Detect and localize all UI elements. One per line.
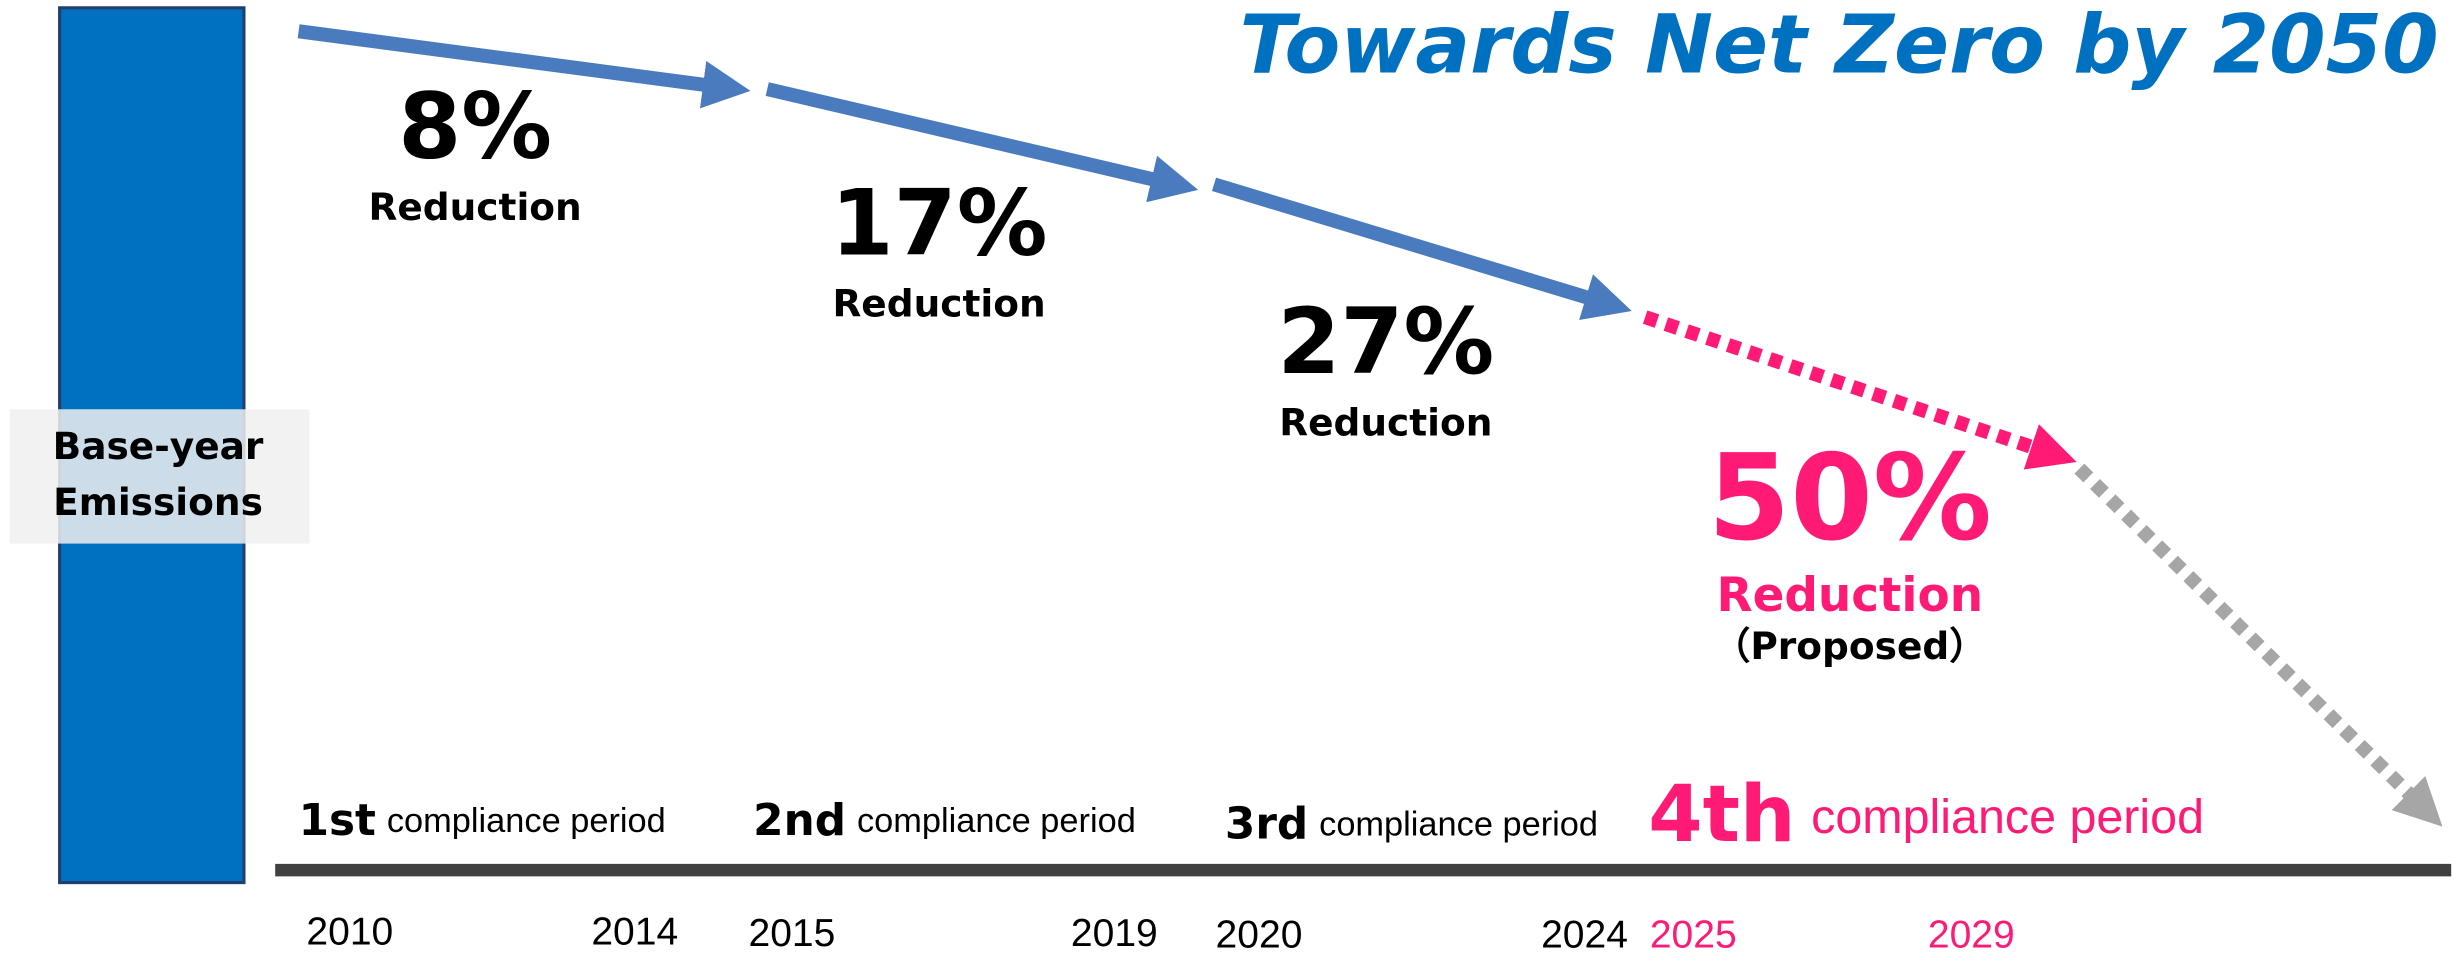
arrow bbox=[1211, 177, 1632, 321]
period-text: compliance period bbox=[857, 802, 1136, 840]
reduction-label: Reduction bbox=[369, 185, 582, 229]
year-end: 2029 bbox=[1928, 914, 2015, 956]
year-start: 2015 bbox=[749, 912, 836, 955]
period-ordinal: 2nd bbox=[753, 795, 846, 846]
period-text: compliance period bbox=[1319, 805, 1598, 843]
reduction-percent: 27% bbox=[1277, 290, 1494, 395]
reduction-label: Reduction bbox=[832, 282, 1045, 326]
reduction-percent: 8% bbox=[398, 75, 552, 180]
title: Towards Net Zero by 2050 bbox=[1240, 0, 2439, 92]
year-start: 2020 bbox=[1216, 914, 1303, 956]
base-label: Base-year bbox=[53, 424, 264, 468]
period-text: compliance period bbox=[1811, 790, 2204, 844]
base-label-box bbox=[9, 409, 310, 544]
period-label: 3rd compliance period bbox=[1225, 798, 1598, 849]
reduction-percent: 50% bbox=[1708, 429, 1992, 567]
reduction-label: Reduction bbox=[1279, 400, 1492, 444]
period-text: compliance period bbox=[387, 802, 666, 840]
period-label: 2nd compliance period bbox=[753, 795, 1136, 846]
reduction-percent: 17% bbox=[831, 172, 1048, 277]
arrow-proposed bbox=[1642, 310, 2077, 470]
year-end: 2014 bbox=[591, 910, 678, 953]
year-start: 2010 bbox=[306, 910, 393, 953]
period-ordinal: 4th bbox=[1648, 771, 1795, 861]
reduction-label: Reduction bbox=[1716, 569, 1983, 623]
base-label: Emissions bbox=[53, 480, 263, 524]
arrow bbox=[765, 82, 1199, 203]
period-ordinal: 1st bbox=[299, 795, 376, 846]
year-end: 2019 bbox=[1071, 912, 1158, 955]
year-start: 2025 bbox=[1650, 914, 1737, 956]
period-label: 1st compliance period bbox=[299, 795, 666, 846]
reduction-note: （Proposed） bbox=[1713, 624, 1987, 668]
arrow-future bbox=[2074, 463, 2443, 827]
period-ordinal: 3rd bbox=[1225, 798, 1308, 849]
period-label: 4th compliance period bbox=[1648, 771, 2204, 861]
arrow bbox=[297, 24, 751, 109]
year-end: 2024 bbox=[1541, 914, 1628, 956]
